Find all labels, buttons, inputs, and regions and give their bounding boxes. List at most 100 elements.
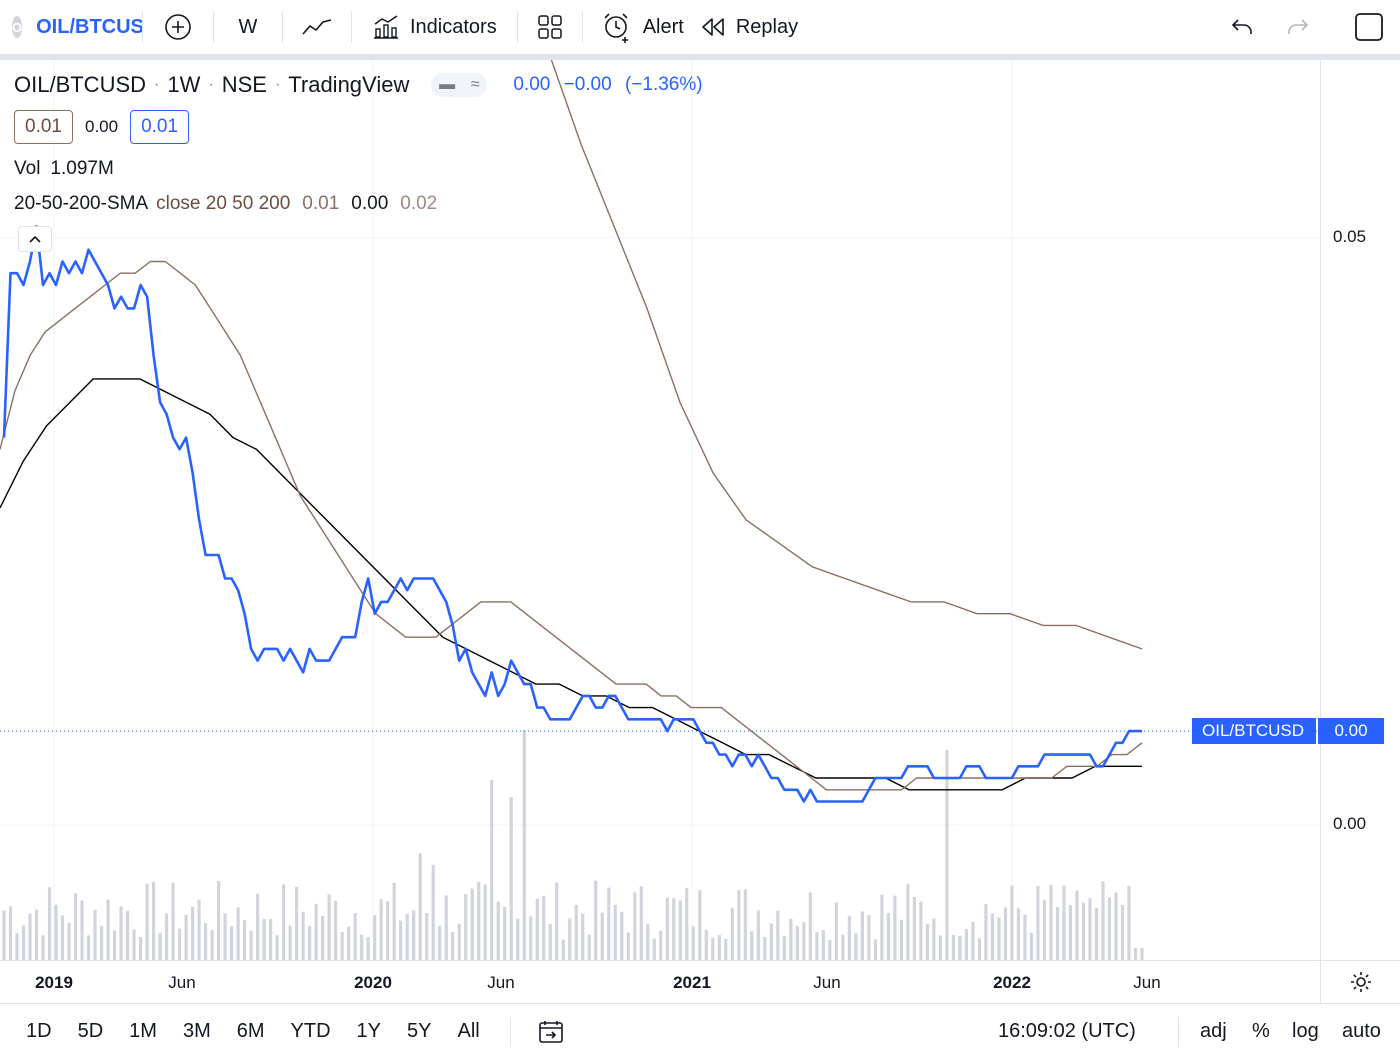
volume-bar — [782, 936, 786, 960]
range-ytd-button[interactable]: YTD — [290, 1020, 331, 1042]
alert-button[interactable]: Alert — [583, 0, 700, 54]
sma-200-line — [550, 60, 1143, 650]
sell-price-button[interactable]: 0.01 — [14, 110, 73, 144]
price-scale[interactable]: 0.05 0.00 — [1320, 60, 1400, 960]
range-1m-button[interactable]: 1M — [129, 1020, 157, 1042]
volume-bar — [1114, 892, 1118, 960]
chart-canvas[interactable] — [0, 60, 1320, 960]
range-all-button[interactable]: All — [457, 1020, 480, 1042]
toolbar-divider — [0, 54, 1400, 60]
volume-bar — [873, 939, 877, 960]
volume-bar — [984, 903, 988, 960]
symbol-search-button[interactable]: O OIL/BTCUSD — [0, 0, 142, 54]
volume-bar — [1016, 908, 1021, 960]
volume-bar — [1107, 897, 1112, 960]
last-price-symbol: OIL/BTCUSD — [1192, 718, 1316, 745]
log-scale-button[interactable]: log — [1292, 1020, 1319, 1042]
undo-button[interactable] — [1226, 0, 1258, 54]
volume-bar — [854, 933, 858, 960]
redo-button[interactable] — [1282, 0, 1314, 54]
interval-button[interactable]: W — [238, 15, 258, 38]
volume-label: Vol — [14, 158, 41, 179]
sma-legend[interactable]: 20-50-200-SMA close 20 50 200 0.01 0.00 … — [14, 190, 711, 218]
range-5d-button[interactable]: 5D — [77, 1020, 104, 1042]
fullscreen-button[interactable] — [1352, 0, 1386, 54]
volume-bar — [80, 900, 84, 960]
volume-bar — [256, 893, 260, 960]
volume-bar — [145, 883, 149, 960]
volume-bar — [425, 912, 429, 960]
legend-symbol[interactable]: OIL/BTCUSD — [14, 72, 147, 97]
volume-legend[interactable]: Vol 1.097M — [14, 156, 711, 182]
range-5y-button[interactable]: 5Y — [407, 1020, 432, 1042]
time-axis[interactable]: 2019 Jun 2020 Jun 2021 Jun 2022 Jun — [0, 960, 1400, 1004]
plus-circle-icon — [165, 14, 191, 40]
replay-button[interactable]: Replay — [700, 0, 814, 54]
layout-button[interactable] — [518, 0, 582, 54]
grid-layout-icon — [537, 15, 562, 39]
volume-bar — [347, 926, 351, 960]
collapse-legend-button[interactable] — [18, 226, 52, 252]
price-line — [2, 225, 1142, 803]
range-3m-button[interactable]: 3M — [182, 1020, 211, 1042]
legend-toggle-button[interactable]: ▬ ≈ — [431, 73, 488, 97]
volume-bar — [724, 938, 728, 960]
adjust-button[interactable]: adj — [1200, 1020, 1227, 1042]
volume-bar — [932, 918, 936, 960]
volume-bar — [737, 890, 741, 960]
volume-bar — [177, 928, 182, 960]
clock[interactable]: 16:09:02 (UTC) — [998, 1020, 1136, 1042]
volume-bar — [1120, 904, 1125, 960]
volume-bar — [756, 910, 760, 960]
volume-bar — [288, 925, 292, 960]
goto-date-button[interactable] — [537, 1019, 565, 1045]
volume-bar — [1068, 905, 1073, 960]
time-tick: 2020 — [354, 973, 392, 992]
volume-bar — [269, 918, 273, 960]
undo-icon — [1231, 19, 1252, 34]
indicators-button[interactable]: Indicators — [352, 0, 517, 54]
volume-bar — [418, 853, 422, 960]
legend-exchange: NSE — [221, 72, 267, 97]
volume-bar — [444, 895, 448, 960]
volume-bar — [360, 934, 364, 960]
buy-price-button[interactable]: 0.01 — [130, 110, 190, 144]
volume-bar — [119, 906, 123, 960]
volume-bar — [132, 929, 136, 960]
volume-bar — [457, 923, 461, 960]
chart-pane[interactable] — [0, 60, 1320, 960]
volume-bar — [906, 884, 910, 960]
compare-symbol-button[interactable] — [143, 0, 213, 54]
volume-bar — [230, 926, 234, 960]
divider — [213, 11, 214, 43]
divider — [1178, 1016, 1179, 1047]
symbol-name: OIL/BTCUSD — [36, 15, 142, 38]
divider — [581, 11, 583, 43]
chart-settings-button[interactable] — [1320, 961, 1400, 1003]
chart-type-button[interactable] — [283, 0, 351, 54]
wave-icon: ≈ — [470, 76, 480, 93]
volume-bar — [607, 887, 611, 960]
volume-bar — [54, 904, 58, 960]
volume-bar — [47, 887, 52, 960]
divider — [282, 11, 283, 43]
volume-bar — [951, 935, 956, 960]
range-1d-button[interactable]: 1D — [26, 1020, 52, 1042]
volume-bar — [386, 901, 390, 960]
volume-bar — [321, 915, 325, 960]
top-toolbar: O OIL/BTCUSD W Indic — [0, 0, 1400, 54]
volume-bar — [1075, 890, 1079, 960]
range-1y-button[interactable]: 1Y — [356, 1020, 382, 1042]
volume-bar — [808, 892, 812, 960]
separator: · — [154, 76, 160, 93]
volume-bar — [717, 935, 721, 960]
volume-bar — [516, 918, 520, 960]
percent-scale-button[interactable]: % — [1252, 1020, 1270, 1042]
sma-params: close 20 50 200 — [156, 193, 291, 214]
volume-bar — [1062, 885, 1066, 960]
auto-scale-button[interactable]: auto — [1342, 1020, 1381, 1042]
range-6m-button[interactable]: 6M — [236, 1020, 265, 1042]
volume-bar — [815, 931, 819, 960]
sma-50-line — [0, 378, 1142, 791]
divider — [509, 1016, 511, 1047]
